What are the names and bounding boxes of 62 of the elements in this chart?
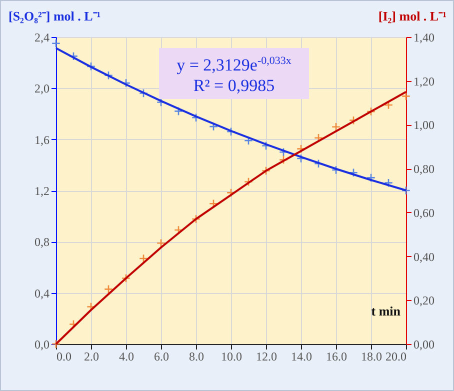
x-tick-label: 16.0 bbox=[326, 350, 347, 364]
y-tick-label: 1,2 bbox=[34, 184, 50, 198]
y-tick-label: 0,8 bbox=[34, 235, 50, 250]
point bbox=[104, 70, 114, 80]
y2-tick-label: 1,00 bbox=[414, 118, 434, 132]
point bbox=[86, 62, 96, 71]
point bbox=[191, 214, 201, 224]
point bbox=[226, 127, 236, 136]
y-axis-title: [S₂O₈²⁻] mol . L⁻¹ bbox=[8, 8, 101, 24]
point bbox=[68, 320, 78, 329]
point bbox=[331, 122, 341, 132]
point bbox=[121, 274, 131, 283]
x-tick-label: 18.0 bbox=[361, 350, 382, 364]
point bbox=[156, 238, 166, 248]
point bbox=[296, 154, 306, 164]
x-tick-label: 0.0 bbox=[56, 350, 72, 364]
point bbox=[401, 92, 411, 101]
x-tick-label: 10.0 bbox=[221, 350, 242, 364]
y-tick-label: 1,6 bbox=[34, 132, 50, 147]
point bbox=[138, 254, 148, 263]
x-tick-label: 12.0 bbox=[256, 350, 277, 364]
point bbox=[401, 186, 411, 196]
point bbox=[314, 133, 324, 142]
point bbox=[208, 122, 218, 132]
y-tick-label: 2,4 bbox=[34, 30, 50, 44]
point bbox=[174, 106, 184, 116]
point bbox=[244, 136, 254, 146]
y2-tick-label: 0,40 bbox=[414, 250, 434, 264]
point bbox=[278, 148, 288, 157]
y-tick-label: 2,0 bbox=[34, 82, 50, 96]
point bbox=[278, 155, 288, 164]
x-tick-label: 4.0 bbox=[119, 350, 134, 364]
point bbox=[348, 168, 358, 178]
x-tick-label: 20.0 bbox=[386, 350, 406, 364]
y-tick-label: 0,4 bbox=[34, 286, 50, 300]
point bbox=[138, 88, 148, 98]
point bbox=[261, 166, 271, 176]
y2-tick-label: 0,60 bbox=[414, 206, 434, 220]
point bbox=[68, 52, 78, 61]
y2-tick-label: 0,00 bbox=[414, 338, 434, 352]
point bbox=[104, 284, 114, 294]
x-tick-label: 6.0 bbox=[154, 350, 169, 364]
x-axis-title: t min bbox=[371, 304, 402, 318]
annotation: y = 2,3129e$^{-0,033x}$ bbox=[176, 54, 292, 76]
point bbox=[366, 173, 376, 182]
point bbox=[348, 116, 358, 125]
annotation: R² = 0,9985 bbox=[192, 76, 276, 96]
x-tick-label: 2.0 bbox=[84, 350, 99, 364]
point bbox=[366, 107, 376, 116]
y2-axis-title: [I₂] mol . L⁻¹ bbox=[378, 8, 447, 24]
line-series bbox=[55, 47, 407, 192]
x-tick-label: 8.0 bbox=[189, 350, 204, 364]
y-tick-label: 0,0 bbox=[34, 338, 50, 352]
point bbox=[296, 144, 306, 154]
point bbox=[174, 225, 184, 234]
point bbox=[384, 178, 394, 188]
y2-tick-label: 1,40 bbox=[414, 30, 434, 44]
x-tick-label: 14.0 bbox=[291, 350, 312, 364]
y2-tick-label: 0,80 bbox=[414, 162, 434, 176]
point bbox=[244, 177, 254, 186]
y2-tick-label: 1,20 bbox=[414, 74, 434, 88]
y2-tick-label: 0,20 bbox=[414, 294, 434, 308]
